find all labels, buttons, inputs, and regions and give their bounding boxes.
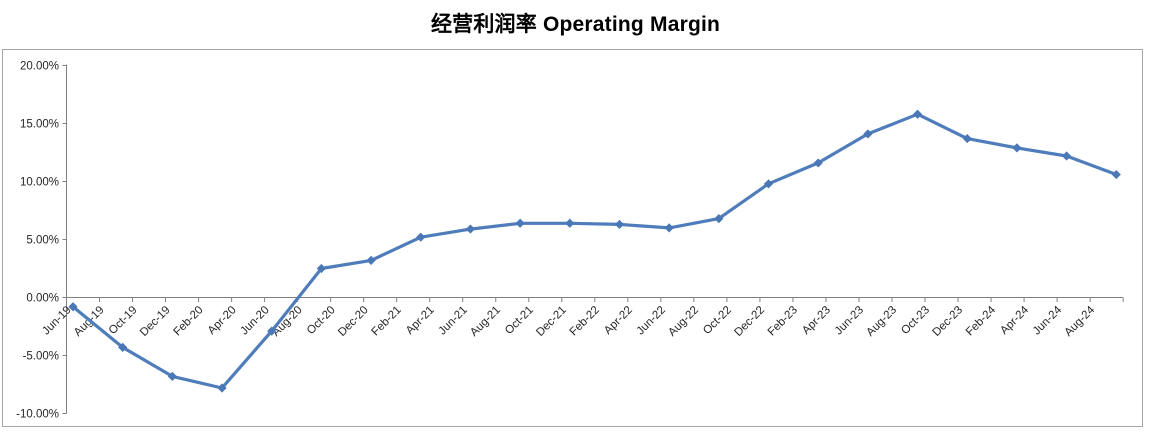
y-axis-tick-label: 15.00% <box>20 119 59 131</box>
x-axis-tick-label: Oct-19 <box>107 304 140 337</box>
x-axis-tick-label: Feb-20 <box>171 304 205 338</box>
data-point-marker <box>1111 169 1121 180</box>
x-axis-tick-label: Jun-24 <box>1031 304 1065 338</box>
data-point-marker <box>863 129 873 139</box>
x-axis-tick-label: Dec-20 <box>336 304 371 339</box>
x-axis-tick-label: Jun-23 <box>833 304 866 337</box>
y-axis-tick-label: -10.00% <box>16 409 59 421</box>
x-axis-tick-label: Feb-24 <box>964 304 999 339</box>
data-point-marker <box>366 255 376 265</box>
x-axis-tick-label: Oct-23 <box>899 304 932 337</box>
data-point-marker <box>714 214 724 224</box>
data-point-marker <box>813 158 823 168</box>
x-axis-tick-label: Apr-20 <box>206 304 239 337</box>
x-axis-tick-label: Dec-21 <box>534 304 569 339</box>
y-axis-tick-label: 0.00% <box>26 293 59 305</box>
x-axis-tick-label: Apr-24 <box>998 304 1031 337</box>
x-axis-tick-label: Apr-21 <box>404 304 437 337</box>
data-point-marker <box>167 371 177 381</box>
data-point-marker <box>118 342 128 352</box>
data-point-marker <box>664 223 674 233</box>
data-point-marker <box>1062 151 1072 161</box>
data-point-marker <box>465 224 476 234</box>
data-point-marker <box>614 219 625 230</box>
data-point-marker <box>565 218 575 228</box>
x-axis-tick-label: Apr-23 <box>800 304 833 337</box>
chart-title: 经营利润率 Operating Margin <box>430 13 721 36</box>
x-axis-tick-label: Aug-24 <box>1063 304 1098 339</box>
x-axis-tick-label: Dec-19 <box>138 304 173 339</box>
data-point-marker <box>962 133 972 144</box>
x-axis-tick-label: Jun-22 <box>635 304 668 337</box>
x-axis-tick-label: Feb-22 <box>568 304 602 338</box>
x-axis-tick-label: Apr-22 <box>602 304 635 337</box>
y-axis-tick-label: 5.00% <box>26 235 59 247</box>
x-axis-tick-label: Aug-23 <box>864 304 899 339</box>
x-axis-tick-label: Feb-21 <box>370 304 404 338</box>
data-point-marker <box>416 232 426 242</box>
x-axis-tick-label: Jun-20 <box>238 304 271 337</box>
x-axis-tick-label: Oct-20 <box>305 304 338 337</box>
series-line-operating-margin <box>71 112 1118 390</box>
data-point-marker <box>217 383 227 393</box>
data-point-marker <box>515 218 525 228</box>
x-axis-tick-label: Jun-19 <box>40 304 73 337</box>
x-axis-tick-label: Dec-22 <box>732 304 767 339</box>
data-point-marker <box>763 179 774 189</box>
y-axis-tick-label: -5.00% <box>23 351 59 363</box>
data-point-marker <box>912 109 923 119</box>
y-axis-tick-label: 20.00% <box>20 61 59 73</box>
x-axis-tick-label: Oct-22 <box>701 304 734 337</box>
x-axis-tick-label: Aug-22 <box>666 304 701 339</box>
data-point-marker <box>68 302 78 312</box>
data-point-marker <box>1012 143 1022 153</box>
x-axis-tick-label: Feb-23 <box>766 304 800 338</box>
x-axis-tick-label: Oct-21 <box>503 304 536 337</box>
x-axis-tick-label: Dec-23 <box>930 304 965 339</box>
data-point-marker <box>267 326 277 336</box>
plot-area-border <box>2 49 1143 427</box>
x-axis-tick-label: Aug-21 <box>468 304 503 339</box>
x-axis-tick-label: Jun-21 <box>437 304 470 337</box>
data-point-marker <box>316 263 326 274</box>
y-axis-tick-label: 10.00% <box>20 177 59 189</box>
